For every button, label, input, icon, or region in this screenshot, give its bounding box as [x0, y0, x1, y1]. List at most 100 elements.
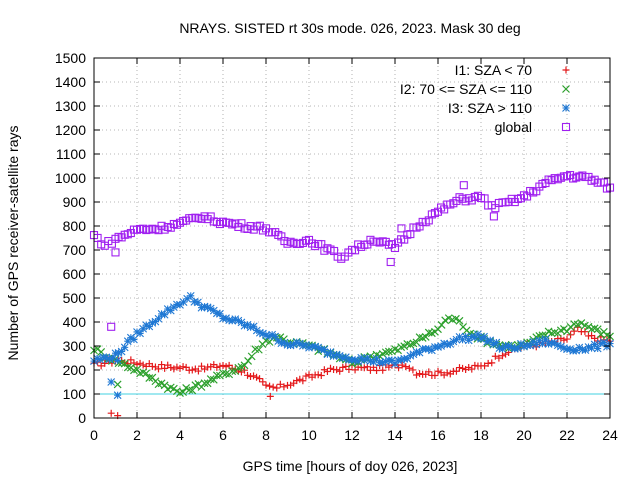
data-point	[452, 367, 460, 375]
legend-marker-i2	[562, 85, 570, 93]
data-point	[327, 364, 334, 372]
data-point	[259, 378, 267, 386]
y-tick-label: 0	[78, 410, 86, 426]
data-point	[581, 328, 589, 336]
data-point	[102, 353, 111, 362]
data-point	[190, 297, 199, 306]
legend: I1: SZA < 70 I2: 70 <= SZA <= 110 I3: SZ…	[400, 62, 571, 135]
data-point	[560, 336, 568, 344]
data-point	[412, 338, 421, 347]
data-point	[200, 302, 209, 311]
legend-marker-symbol	[562, 85, 570, 93]
data-point	[513, 344, 522, 353]
legend-marker-symbol	[562, 66, 570, 74]
data-point	[142, 321, 151, 329]
data-point	[431, 371, 439, 379]
data-point	[253, 373, 261, 381]
data-point	[373, 366, 381, 374]
data-point	[412, 348, 421, 356]
data-point	[292, 338, 301, 347]
data-point	[101, 359, 109, 367]
data-point	[213, 363, 221, 371]
data-point	[127, 356, 135, 364]
data-point	[366, 357, 375, 366]
data-point	[495, 354, 503, 362]
data-point	[311, 342, 320, 351]
data-point	[234, 316, 243, 325]
data-point	[154, 314, 163, 323]
x-tick-label: 22	[559, 427, 575, 443]
data-point	[280, 383, 288, 391]
x-tick-label: 18	[473, 427, 489, 443]
data-point	[108, 354, 117, 362]
outlier-point	[107, 322, 116, 331]
data-point	[167, 364, 175, 372]
data-point	[231, 315, 240, 323]
data-point	[550, 328, 559, 337]
data-point	[200, 379, 209, 388]
data-point	[403, 340, 412, 348]
data-point	[459, 364, 467, 372]
data-point	[381, 357, 390, 366]
data-point	[570, 327, 578, 335]
data-point	[276, 380, 284, 388]
data-point	[465, 363, 473, 371]
y-tick-label: 500	[63, 290, 87, 306]
data-point	[176, 300, 184, 309]
data-point	[520, 342, 528, 351]
data-point	[378, 358, 387, 367]
outlier-point	[459, 181, 468, 190]
data-point	[274, 337, 283, 345]
data-point	[222, 369, 230, 378]
data-point	[560, 344, 568, 353]
data-point	[391, 360, 399, 368]
data-point	[538, 331, 547, 340]
data-point	[486, 336, 495, 345]
outlier-point	[113, 391, 122, 400]
data-point	[262, 381, 270, 389]
data-point	[250, 372, 258, 380]
y-tick-label: 1200	[55, 122, 86, 138]
y-tick-label: 800	[63, 218, 87, 234]
data-point	[441, 316, 450, 325]
data-point	[298, 341, 307, 350]
data-point	[424, 345, 433, 353]
data-point	[105, 355, 114, 364]
data-point	[384, 347, 393, 356]
grid	[94, 58, 610, 418]
data-point	[155, 365, 162, 373]
data-point	[402, 363, 410, 371]
data-point	[259, 329, 267, 338]
data-point	[160, 310, 169, 319]
data-point	[323, 368, 331, 376]
legend-label-i2: I2: 70 <= SZA <= 110	[400, 81, 532, 97]
outlier-point	[113, 380, 122, 389]
outlier-point	[397, 224, 406, 233]
data-point	[216, 309, 224, 318]
outlier-point	[107, 409, 115, 417]
data-point	[126, 333, 135, 342]
data-point	[483, 337, 492, 346]
data-point	[123, 363, 132, 372]
data-point	[397, 356, 406, 364]
data-point	[289, 340, 298, 349]
data-point	[299, 377, 307, 385]
x-tick-label: 14	[387, 427, 403, 443]
data-point	[93, 354, 101, 363]
legend-entry-i3: I3: SZA > 110	[448, 100, 570, 116]
data-point	[499, 352, 506, 360]
data-point	[381, 348, 390, 357]
data-point	[480, 332, 488, 341]
data-point	[142, 369, 151, 378]
y-axis-label: Number of GPS receiver-satellite rays	[5, 126, 21, 361]
data-point	[247, 373, 255, 381]
data-point	[252, 326, 261, 335]
data-point	[338, 354, 347, 363]
data-point	[563, 335, 571, 343]
data-point	[317, 372, 325, 380]
data-point	[295, 339, 304, 348]
data-point	[566, 345, 574, 353]
y-tick-label: 900	[63, 194, 87, 210]
data-point	[379, 366, 387, 374]
